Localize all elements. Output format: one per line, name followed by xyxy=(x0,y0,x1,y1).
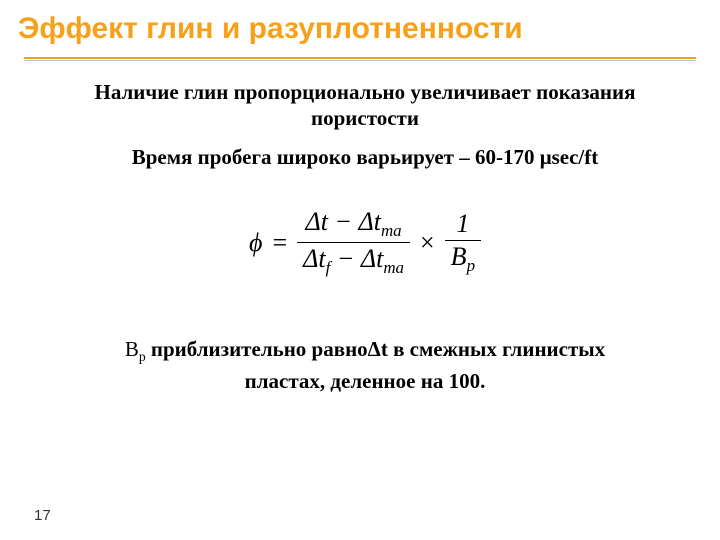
page-number: 17 xyxy=(34,507,51,524)
bp-text-line2: пластах, деленное на 100. xyxy=(245,369,486,393)
formula-fraction-bp: 1 Bp xyxy=(445,210,481,275)
porosity-formula: ϕ = Δt − Δtma Δtf − Δtma × 1 Bp xyxy=(58,208,672,277)
formula-equals: = xyxy=(272,228,287,258)
bp-var-b: B xyxy=(125,337,139,361)
bp-explanation: Bp приблизительно равноΔt в смежных глин… xyxy=(94,335,636,395)
formula-phi: ϕ xyxy=(249,228,262,258)
bp-variable: Bp xyxy=(125,337,146,361)
formula-bp-den-sub: p xyxy=(467,256,475,275)
formula-num-sub-ma: ma xyxy=(381,221,402,240)
slide-title: Эффект глин и разуплотненности xyxy=(0,0,720,53)
bp-text-line1: приблизительно равноΔt в смежных глинист… xyxy=(146,337,606,361)
formula-bp-den: B xyxy=(451,242,467,271)
formula-den-dtf: Δt xyxy=(303,244,325,273)
formula-fraction-main: Δt − Δtma Δtf − Δtma xyxy=(297,208,410,277)
slide-body: Наличие глин пропорционально увеличивает… xyxy=(0,59,720,396)
formula-times: × xyxy=(420,228,435,258)
fraction-bar-2 xyxy=(445,240,481,241)
formula-num-dt: Δt − Δt xyxy=(305,207,381,236)
fraction-bar xyxy=(297,242,410,243)
bp-var-sub-p: p xyxy=(139,349,146,364)
title-underline xyxy=(24,57,696,59)
formula-den-sub-ma: ma xyxy=(383,259,404,278)
formula-bp-num: 1 xyxy=(450,210,475,237)
formula-den-minus: − Δt xyxy=(330,244,383,273)
paragraph-travel-time-range: Время пробега широко варьирует – 60-170 … xyxy=(58,145,672,170)
paragraph-clay-effect: Наличие глин пропорционально увеличивает… xyxy=(58,79,672,132)
